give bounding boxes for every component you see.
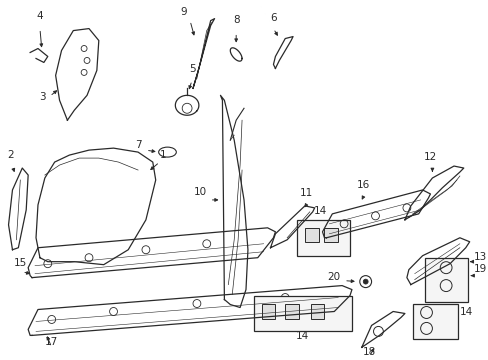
Text: 12: 12 [423, 152, 436, 162]
Text: 9: 9 [180, 6, 186, 17]
Text: 18: 18 [362, 347, 375, 357]
Text: 19: 19 [473, 264, 486, 274]
FancyBboxPatch shape [253, 296, 351, 332]
Text: 14: 14 [296, 332, 309, 341]
FancyBboxPatch shape [310, 303, 324, 319]
Text: 17: 17 [45, 337, 58, 347]
Text: 16: 16 [356, 180, 369, 190]
Text: 4: 4 [37, 11, 43, 21]
FancyBboxPatch shape [296, 220, 349, 256]
FancyBboxPatch shape [412, 303, 457, 339]
FancyBboxPatch shape [285, 303, 298, 319]
Text: 7: 7 [135, 140, 141, 150]
Text: 10: 10 [193, 187, 206, 197]
Circle shape [363, 279, 367, 284]
Text: 11: 11 [300, 188, 313, 198]
Text: 1: 1 [159, 150, 166, 160]
FancyBboxPatch shape [324, 228, 338, 242]
Text: 3: 3 [39, 92, 46, 102]
Text: 13: 13 [473, 252, 486, 262]
Text: 20: 20 [327, 271, 340, 282]
Text: 14: 14 [313, 206, 326, 216]
Text: 14: 14 [459, 307, 472, 318]
FancyBboxPatch shape [424, 258, 467, 302]
Text: 15: 15 [14, 258, 27, 268]
Text: 6: 6 [269, 13, 276, 23]
Text: 2: 2 [7, 150, 14, 160]
Text: 8: 8 [232, 15, 239, 24]
Text: 5: 5 [188, 64, 195, 75]
FancyBboxPatch shape [304, 228, 318, 242]
FancyBboxPatch shape [261, 303, 275, 319]
